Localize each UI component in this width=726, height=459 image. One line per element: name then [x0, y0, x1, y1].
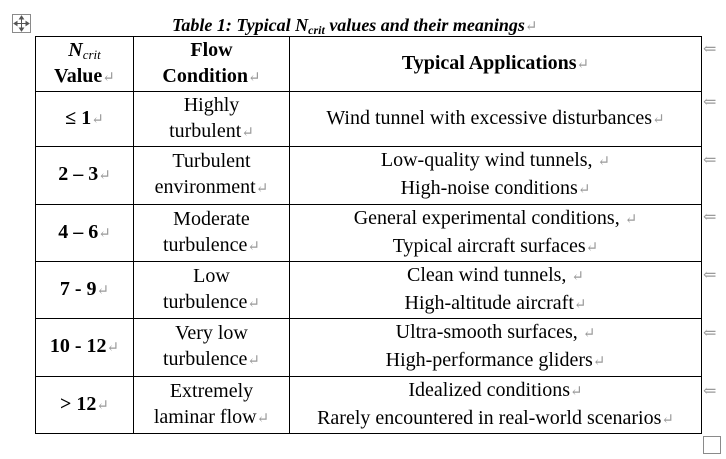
application-cell[interactable]: Low-quality wind tunnels, ↵ High-noise co…: [289, 146, 702, 205]
header-row: Ncrit Value↵ Flow Condition↵ Typical App…: [35, 36, 702, 92]
table-resize-handle-icon[interactable]: [703, 436, 721, 454]
table-row: ≤ 1↵ Highly turbulent↵ Wind tunnel with e…: [35, 90, 702, 148]
application-cell[interactable]: Ultra-smooth surfaces, ↵ High-performance…: [289, 318, 702, 377]
value-cell[interactable]: 2 – 3↵: [35, 146, 134, 205]
caption-prefix: Table 1: Typical N: [172, 15, 309, 35]
value-cell[interactable]: 10 - 12↵: [35, 318, 134, 377]
header-typical-applications[interactable]: Typical Applications↵: [289, 36, 702, 92]
row-end-mark-icon: ⇐: [703, 325, 717, 342]
application-cell[interactable]: Clean wind tunnels, ↵ High-altitude aircr…: [289, 260, 702, 320]
row-end-mark-icon: ⇐: [703, 94, 717, 111]
header-flow-condition[interactable]: Flow Condition↵: [133, 36, 290, 92]
table-row: > 12↵ Extremely laminar flow↵ Idealized c…: [35, 375, 702, 435]
row-end-mark-icon: ⇐: [703, 152, 717, 169]
table-move-handle-icon[interactable]: [12, 14, 31, 33]
value-cell[interactable]: ≤ 1↵: [35, 90, 134, 148]
text-cursor: [701, 207, 702, 229]
application-cell[interactable]: Idealized conditions↵ Rarely encountered …: [289, 375, 702, 435]
row-end-mark-icon: ⇐: [703, 41, 717, 58]
ncrit-table[interactable]: Ncrit Value↵ Flow Condition↵ Typical App…: [35, 36, 702, 435]
condition-cell[interactable]: Low turbulence↵: [133, 260, 290, 320]
caption-subscript: crit: [308, 23, 325, 37]
condition-cell[interactable]: Moderate turbulence↵: [133, 203, 290, 262]
table-row: 7 - 9↵ Low turbulence↵ Clean wind tunnels…: [35, 260, 702, 320]
table-caption: Table 1: Typical Ncrit values and their …: [172, 15, 582, 37]
value-cell[interactable]: > 12↵: [35, 375, 134, 435]
condition-cell[interactable]: Extremely laminar flow↵: [133, 375, 290, 435]
table-row: 10 - 12↵ Very low turbulence↵ Ultra-smoot…: [35, 318, 702, 377]
header-ncrit-value[interactable]: Ncrit Value↵: [35, 36, 134, 92]
table-row: 4 – 6↵ Moderate turbulence↵ General exper…: [35, 203, 702, 262]
application-cell[interactable]: Wind tunnel with excessive disturbances↵: [289, 90, 702, 148]
table-row: 2 – 3↵ Turbulent environment↵ Low-quality…: [35, 146, 702, 205]
caption-suffix: values and their meanings: [324, 15, 525, 35]
condition-cell[interactable]: Very low turbulence↵: [133, 318, 290, 377]
row-end-mark-icon: ⇐: [703, 267, 717, 284]
condition-cell[interactable]: Highly turbulent↵: [133, 90, 290, 148]
four-way-arrow-icon: [13, 15, 30, 32]
row-end-mark-icon: ⇐: [703, 383, 717, 400]
paragraph-mark-icon: ↵: [524, 19, 538, 35]
value-cell[interactable]: 4 – 6↵: [35, 203, 134, 262]
value-cell[interactable]: 7 - 9↵: [35, 260, 134, 320]
row-end-mark-icon: ⇐: [703, 209, 717, 226]
application-cell[interactable]: General experimental conditions, ↵ Typica…: [289, 203, 702, 262]
condition-cell[interactable]: Turbulent environment↵: [133, 146, 290, 205]
